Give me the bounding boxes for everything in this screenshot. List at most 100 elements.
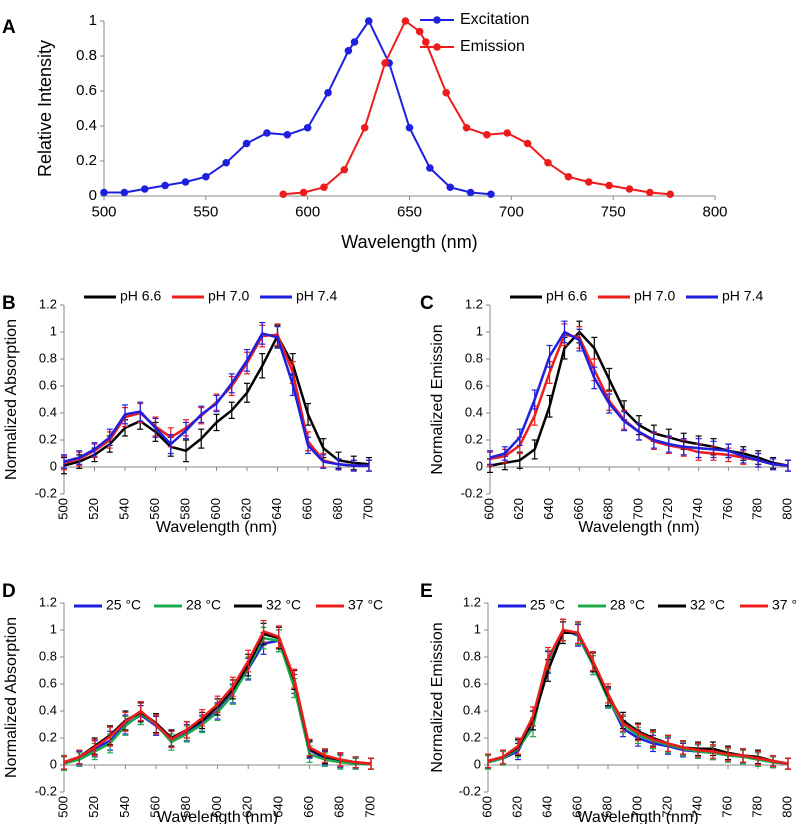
panel-b-legend: pH 6.6 pH 7.0 pH 7.4 bbox=[84, 288, 337, 304]
panel-a-series-emission-point bbox=[646, 188, 654, 197]
panel-c-x-tick-label: 640 bbox=[541, 498, 556, 520]
panel-a-series-excitation-point bbox=[100, 188, 108, 197]
panel-e-x-tick-label: 800 bbox=[779, 796, 794, 818]
panel-a-legend-marker bbox=[433, 16, 441, 24]
panel-a-y-tick-label: 0.8 bbox=[76, 47, 97, 64]
panel-e-legend-item: 28 °C bbox=[578, 597, 645, 613]
panel-a-series-emission-point bbox=[625, 185, 634, 193]
panel-a-series-excitation-point bbox=[405, 123, 414, 132]
panel-d-x-tick-label: 520 bbox=[86, 796, 101, 818]
panel-d-legend-label: 25 °C bbox=[106, 597, 141, 613]
panel-a-series-excitation-point bbox=[120, 188, 129, 197]
panel-e-series-32-c bbox=[485, 621, 791, 770]
panel-b-letter: B bbox=[2, 293, 16, 314]
panel-a-series-emission-point bbox=[360, 123, 369, 132]
panel-a-series-emission-point bbox=[605, 181, 613, 190]
panel-b-x-tick-label: 540 bbox=[116, 498, 131, 520]
panel-a-series-excitation-point bbox=[242, 139, 251, 148]
panel-d-x-tick-label: 540 bbox=[117, 796, 132, 818]
panel-d-y-tick-label: 1.2 bbox=[39, 594, 57, 609]
panel-d-y-axis-title: Normalized Absorption bbox=[3, 617, 20, 778]
panel-a-series-emission-point bbox=[415, 27, 424, 36]
panel-e-y-axis-title: Normalized Emission bbox=[429, 622, 446, 772]
panel-b-series-ph-6-6-line bbox=[63, 334, 370, 467]
panel-a-series-emission-point bbox=[666, 190, 674, 199]
panel-d-legend-label: 28 °C bbox=[186, 597, 221, 613]
panel-a-series-emission-point bbox=[442, 88, 450, 97]
panel-d-x-tick-label: 560 bbox=[148, 796, 163, 818]
panel-e-x-tick-label: 740 bbox=[689, 796, 704, 818]
panel-c-y-tick-label: 0 bbox=[476, 458, 483, 473]
panel-a-series-emission-point bbox=[584, 178, 593, 186]
panel-a-series-excitation-point bbox=[283, 130, 292, 139]
panel-a: A 0 0.2 0.4 0.6 0.8 1 500 550 600 650 700 750 800 Wave… bbox=[2, 11, 728, 252]
panel-d-y-tick-label: 0.2 bbox=[39, 729, 57, 744]
panel-e-x-tick-label: 720 bbox=[659, 796, 674, 818]
panel-c-y-tick-label: 1.2 bbox=[465, 296, 483, 311]
panel-b-legend-label: pH 7.0 bbox=[208, 288, 249, 304]
panel-a-y-tick-label: 0.6 bbox=[76, 82, 97, 99]
panel-c-x-tick-label: 620 bbox=[511, 498, 526, 520]
panel-a-series-emission-point bbox=[483, 130, 491, 139]
panel-a-x-tick-label: 800 bbox=[702, 203, 727, 220]
panel-c-legend-label: pH 7.4 bbox=[722, 288, 763, 304]
panel-b-x-tick-label: 500 bbox=[55, 498, 70, 520]
panel-a-series-excitation-point bbox=[364, 17, 373, 25]
panel-e-y-tick-label: 0.8 bbox=[463, 648, 481, 663]
panel-b-x-tick-label: 640 bbox=[269, 498, 284, 520]
panel-a-legend-item: Emission bbox=[420, 38, 525, 55]
panel-a-legend-label: Excitation bbox=[460, 11, 529, 28]
panel-c-x-tick-label: 660 bbox=[571, 498, 586, 520]
panel-a-series-excitation-point bbox=[202, 172, 210, 181]
panel-d-y-tick-label: 0.8 bbox=[39, 648, 57, 663]
panel-a-series-excitation-point bbox=[344, 46, 353, 55]
panel-a-series-excitation-point bbox=[426, 164, 434, 172]
panel-e-y-tick-label: 0.2 bbox=[463, 729, 481, 744]
panel-a-y-tick-label: 0.4 bbox=[76, 117, 97, 134]
panel-e-y-tick-label: 0.4 bbox=[463, 702, 481, 717]
panel-a-legend-marker bbox=[433, 43, 441, 51]
panel-d-x-tick-label: 640 bbox=[270, 796, 285, 818]
panel-d-y-tick-label: 0.6 bbox=[39, 675, 57, 690]
panel-b-series-ph-7-4-line bbox=[63, 332, 369, 467]
panel-a-series-excitation-point bbox=[140, 185, 149, 193]
panel-e-y-tick-label: 1 bbox=[474, 621, 481, 636]
panel-a-series-excitation-point bbox=[222, 158, 230, 167]
panel-a-series-excitation-point bbox=[324, 88, 332, 97]
panel-b-x-axis-title: Wavelength (nm) bbox=[156, 519, 277, 536]
panel-a-series-excitation-point bbox=[181, 178, 190, 186]
panel-a-series-emission-point bbox=[279, 190, 288, 199]
panel-d-letter: D bbox=[2, 581, 16, 602]
panel-e-y-tick-label: -0.2 bbox=[459, 783, 481, 798]
panel-d-y-tick-label: 1 bbox=[50, 621, 57, 636]
panel-e-legend: 25 °C 28 °C 32 °C 37 °C bbox=[498, 597, 796, 613]
panel-b-y-tick-label: 1 bbox=[50, 323, 57, 338]
panel-b-y-axis-title: Normalized Absorption bbox=[3, 319, 20, 480]
panel-a-series-excitation-point bbox=[263, 129, 271, 137]
panel-e-x-tick-label: 680 bbox=[599, 796, 614, 818]
panel-a-series-emission-point bbox=[381, 59, 389, 67]
panel-b-x-tick-label: 700 bbox=[360, 498, 375, 520]
panel-b-x-tick-label: 520 bbox=[86, 498, 101, 520]
panel-c-x-tick-label: 760 bbox=[720, 498, 735, 520]
panel-c-x-tick-label: 600 bbox=[481, 498, 496, 520]
panel-a-series-excitation-point bbox=[487, 190, 495, 199]
panel-d-x-tick-label: 680 bbox=[332, 796, 347, 818]
panel-d-legend-item: 25 °C bbox=[74, 597, 141, 613]
panel-e-x-tick-label: 780 bbox=[749, 796, 764, 818]
panel-e: E -0.2 0 0.2 0.4 0.6 0.8 1 1.2 600 620 640 660 680 700… bbox=[420, 581, 796, 824]
panel-e-x-tick-label: 640 bbox=[539, 796, 554, 818]
panel-b-y-tick-label: 0.4 bbox=[39, 404, 57, 419]
panel-e-series-25-c bbox=[485, 618, 791, 770]
panel-d-x-tick-label: 700 bbox=[362, 796, 377, 818]
panel-e-x-axis-title: Wavelength (nm) bbox=[577, 809, 698, 824]
panel-c-legend-label: pH 7.0 bbox=[634, 288, 675, 304]
panel-d-y-tick-label: 0.4 bbox=[39, 702, 57, 717]
panel-c-series-ph-7-4 bbox=[487, 320, 791, 472]
panel-e-x-tick-label: 760 bbox=[719, 796, 734, 818]
panel-b-y-tick-label: 0 bbox=[50, 458, 57, 473]
panel-c-x-tick-label: 740 bbox=[690, 498, 705, 520]
panel-d-x-tick-label: 620 bbox=[240, 796, 255, 818]
panel-a-x-tick-label: 550 bbox=[193, 203, 218, 220]
